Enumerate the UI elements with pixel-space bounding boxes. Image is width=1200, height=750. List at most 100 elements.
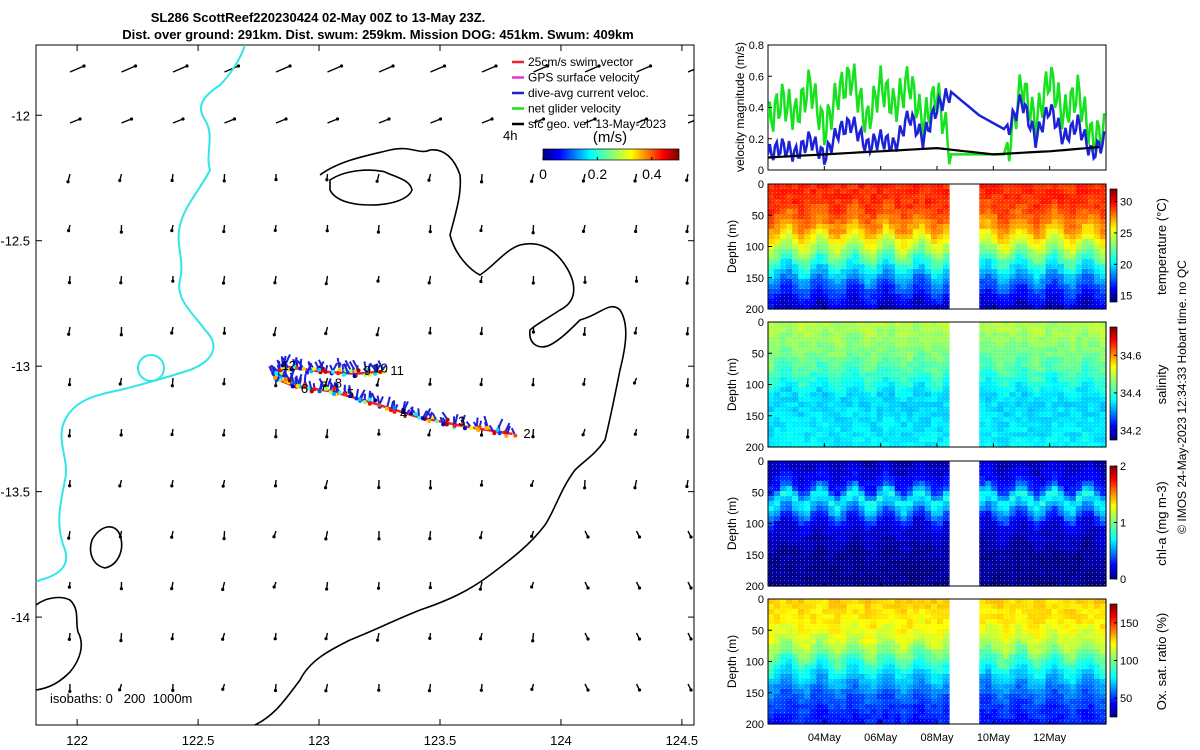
depth-tick-label: 50 [752, 210, 764, 222]
track-sample-point [413, 412, 418, 417]
velocity-vector-head [273, 688, 278, 693]
velocity-vector-head [634, 279, 639, 283]
track-sample-point [291, 380, 296, 385]
track-sample-point [352, 374, 357, 379]
velocity-vector-head [479, 688, 483, 692]
velocity-vector-head [685, 332, 689, 336]
velocity-y-tick-label: 0 [758, 165, 764, 177]
track-sample-point [290, 384, 295, 389]
depth-tick-label: 150 [746, 550, 764, 562]
track-sample-point [392, 409, 397, 414]
velocity-vector-head [222, 331, 226, 335]
velocity-y-tick-label: 0.4 [749, 103, 764, 115]
map-x-tick-label: 124 [550, 733, 572, 748]
velocity-vector-head [324, 689, 328, 693]
speed-colorbar: (m/s) 0 0.2 0.4 [539, 129, 680, 182]
velocity-vector-head [324, 331, 328, 336]
velocity-vector-head [530, 585, 534, 589]
section-colorbar-tick-label: 20 [1120, 259, 1132, 271]
velocity-vector-head [170, 178, 174, 183]
track-sample-point [477, 424, 482, 429]
velocity-vector-head [479, 279, 483, 284]
velocity-vector-head [325, 178, 329, 182]
velocity-vector-head [170, 637, 174, 641]
colorbar-ticks: 0 0.2 0.4 [539, 157, 662, 182]
section-colorbar-tick-label: 2 [1120, 461, 1126, 473]
colorbar-gradient [542, 148, 680, 161]
isobath-200m-line [36, 45, 246, 583]
track-sample-point [356, 368, 361, 373]
dive-avg-vector [483, 415, 489, 429]
velocity-vector-head [274, 384, 278, 388]
velocity-vector-head [479, 433, 484, 437]
velocity-vector-head [236, 64, 241, 68]
velocity-vector [172, 65, 188, 73]
track-sample-point [328, 390, 333, 395]
surface-velocity-vector-field [66, 64, 694, 694]
velocity-vector-head [479, 382, 483, 387]
section-colorbar-tick-label: 25 [1120, 228, 1132, 240]
isobath-1000m-southwest [36, 596, 82, 691]
map-axes-box [35, 44, 695, 726]
track-sample-point [367, 401, 372, 406]
velocity-vector-head [427, 689, 432, 693]
velocity-vector-head [119, 230, 123, 234]
section-texture [768, 322, 1106, 447]
velocity-vector-head [685, 384, 690, 388]
velocity-vector-head [427, 178, 431, 182]
velocity-vector-head [581, 179, 586, 183]
legend-label: 25cm/s swim vector [528, 55, 633, 69]
track-sample-point [312, 387, 317, 392]
depth-tick-label: 200 [746, 581, 764, 593]
velocity-vector-head [222, 179, 226, 183]
velocity-vector-head [633, 179, 637, 183]
velocity-vector-head [222, 229, 226, 234]
track-sample-point [348, 393, 353, 398]
velocity-vector-head [490, 117, 494, 121]
track-sample-point [392, 406, 397, 411]
velocity-vector-head [272, 333, 276, 337]
map-y-tick-label: -12 [11, 108, 30, 123]
velocity-vector-head [67, 434, 71, 438]
velocity-vector [687, 119, 694, 124]
velocity-vector-head [133, 64, 138, 68]
velocity-vector-head [428, 331, 432, 335]
velocity-vector-head [586, 688, 590, 692]
velocity-vector-head [494, 64, 498, 68]
velocity-vector [327, 65, 342, 73]
depth-tick-label: 0 [758, 456, 764, 468]
legend-label: dive-avg current veloc. [528, 86, 649, 100]
track-sample-point [420, 416, 425, 421]
depth-tick-label: 100 [746, 242, 764, 254]
map-y-tick-label: -14 [11, 610, 30, 625]
velocity-vector-head [324, 537, 328, 541]
velocity-vector [121, 65, 136, 73]
figure-title-line1: SL286 ScottReef220230424 02-May 00Z to 1… [151, 10, 486, 25]
track-sample-point [273, 375, 278, 380]
track-sample-point [408, 411, 413, 416]
track-sample-point [295, 365, 300, 370]
track-sample-point [317, 389, 322, 394]
velocity-vector-head [324, 282, 328, 286]
isobath-1000m-reef-north [329, 169, 413, 206]
velocity-vector-head [586, 637, 590, 641]
isobath-1000m-west-island [89, 526, 123, 569]
track-sample-point [323, 369, 328, 374]
section-colorbar-label: chl-a (mg m-3) [1154, 481, 1169, 566]
velocity-vector [121, 118, 132, 124]
velocity-vector [224, 118, 235, 124]
velocity-vector-head [222, 537, 226, 541]
velocity-vector-head [375, 179, 379, 183]
velocity-vector-head [273, 281, 277, 285]
velocity-vector-head [583, 280, 587, 284]
velocity-vector [687, 68, 694, 73]
legend-label: GPS surface velocity [528, 71, 639, 85]
velocity-vector-head [377, 537, 381, 541]
velocity-vector-head [232, 117, 237, 121]
velocity-vector-head [438, 117, 443, 121]
velocity-vector-head [375, 638, 380, 642]
track-sample-point [357, 397, 362, 402]
